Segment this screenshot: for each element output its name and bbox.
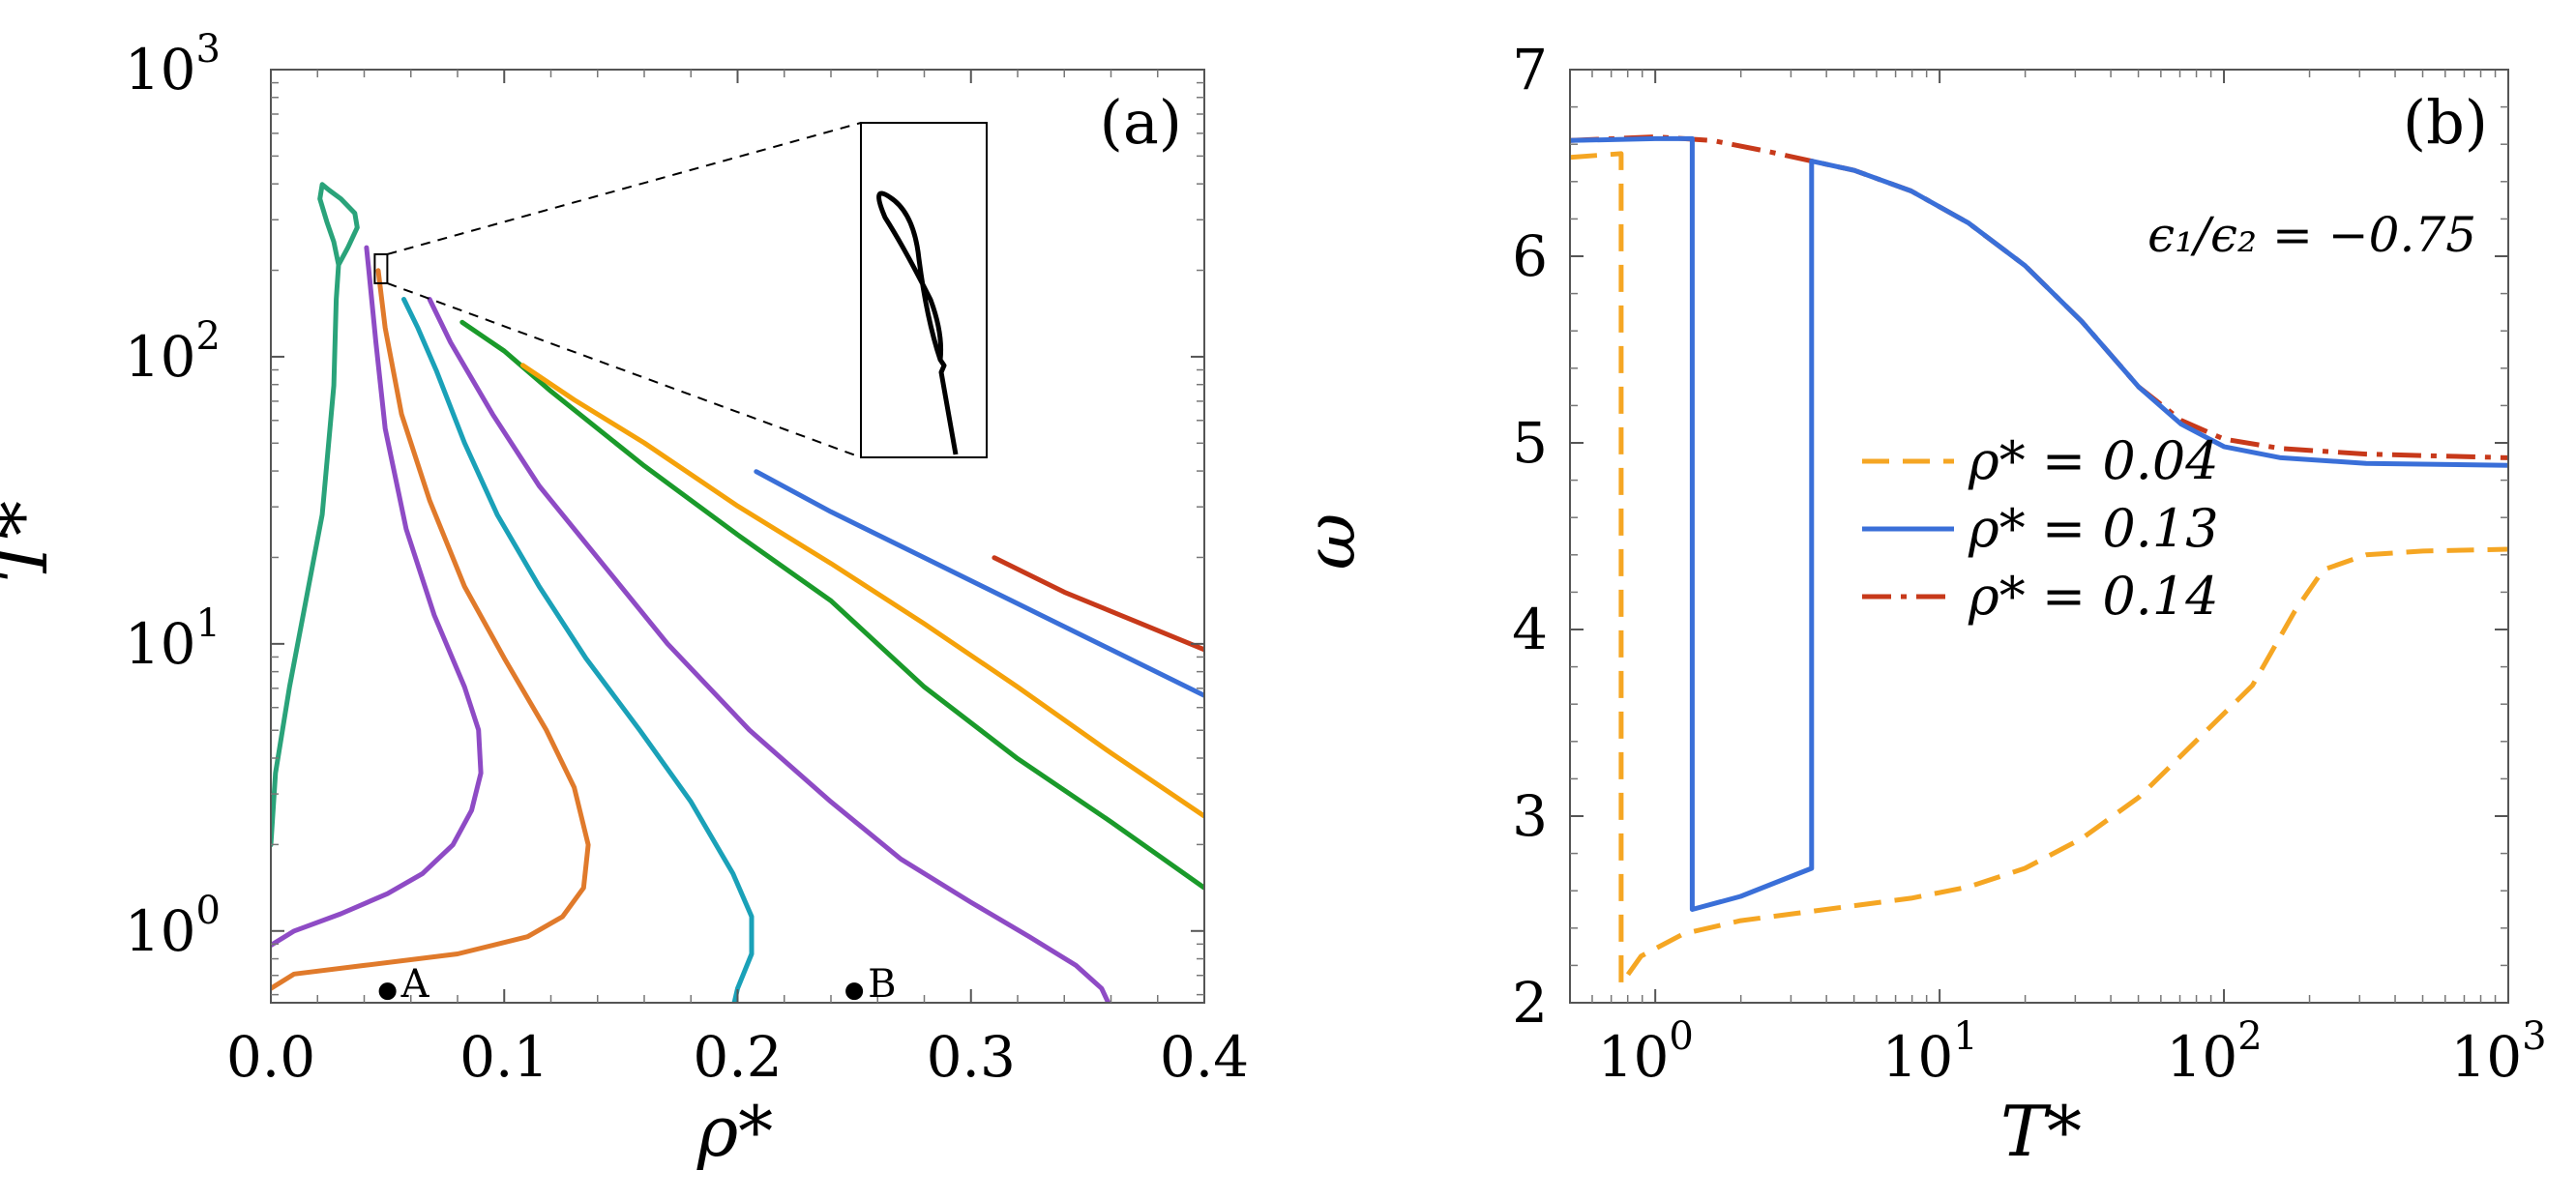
- panel-b-plot-area: [1570, 137, 2508, 984]
- series-line-teal-loop: [271, 185, 357, 845]
- figure: 0.0 0.1 0.2 0.3 0.4 100 101 102 103 (a) ρ* T* A B…: [0, 0, 2576, 1200]
- panel-b-x-axis-title: T*: [2000, 1091, 2082, 1172]
- b-x-tick-label: 101: [1881, 1014, 1977, 1090]
- b-y-tick-label: 4: [1512, 597, 1548, 662]
- panel-a: 0.0 0.1 0.2 0.3 0.4 100 101 102 103 (a) ρ* T* A B: [0, 27, 1249, 1172]
- b-x-tick-label: 102: [2166, 1014, 2262, 1090]
- legend-label-1: ρ* = 0.13: [1968, 498, 2219, 559]
- panel-a-label: (a): [1100, 87, 1182, 158]
- b-x-tick-label: 103: [2450, 1014, 2546, 1090]
- a-y-tick-label: 102: [125, 314, 221, 390]
- b-y-tick-label: 5: [1512, 410, 1548, 476]
- series-line-red: [994, 558, 1204, 650]
- panel-b: 100 101 102 103 2 3 4 5 6 7 (b) ϵ₁/ϵ₂ = −0.75 ρ* …: [1289, 37, 2547, 1172]
- a-y-tick-label: 103: [125, 27, 221, 102]
- point-label-A: A: [400, 962, 430, 1007]
- series-line-2: [1570, 137, 2508, 458]
- zoom-inset: [374, 123, 987, 457]
- b-x-tick-label: 100: [1598, 1014, 1694, 1090]
- point-B: [845, 982, 863, 1000]
- panel-a-y-axis-title: T*: [0, 501, 63, 582]
- panel-b-legend: ρ* = 0.04 ρ* = 0.13 ρ* = 0.14: [1862, 430, 2219, 627]
- legend-label-0: ρ* = 0.04: [1968, 430, 2219, 491]
- a-x-tick-label: 0.0: [226, 1024, 315, 1090]
- b-y-tick-label: 3: [1512, 783, 1548, 849]
- epsilon-ratio-annotation: ϵ₁/ϵ₂ = −0.75: [2147, 207, 2476, 263]
- point-label-B: B: [868, 962, 896, 1007]
- a-x-tick-label: 0.4: [1160, 1024, 1249, 1090]
- a-y-tick-label: 101: [125, 601, 221, 677]
- point-A: [379, 982, 397, 1000]
- a-x-tick-label: 0.1: [459, 1024, 548, 1090]
- panel-b-label: (b): [2403, 87, 2488, 158]
- panel-b-y-axis-title: ω: [1289, 513, 1371, 571]
- panel-a-x-axis-title: ρ*: [696, 1091, 773, 1172]
- panel-a-plot-area: [271, 185, 1204, 1009]
- a-y-tick-label: 100: [125, 889, 221, 964]
- series-line-cyan: [404, 300, 753, 1009]
- series-line-purple-outer: [429, 300, 1110, 1009]
- series-line-purple-inner: [271, 248, 481, 946]
- b-y-tick-label: 7: [1512, 37, 1548, 102]
- legend-label-2: ρ* = 0.14: [1968, 566, 2219, 627]
- panel-b-ticks: 100 101 102 103 2 3 4 5 6 7: [1512, 37, 2547, 1090]
- a-x-tick-label: 0.3: [927, 1024, 1016, 1090]
- a-x-tick-label: 0.2: [693, 1024, 782, 1090]
- b-y-tick-label: 6: [1512, 223, 1548, 289]
- b-y-tick-label: 2: [1512, 970, 1548, 1036]
- zoom-guide-top: [387, 123, 861, 254]
